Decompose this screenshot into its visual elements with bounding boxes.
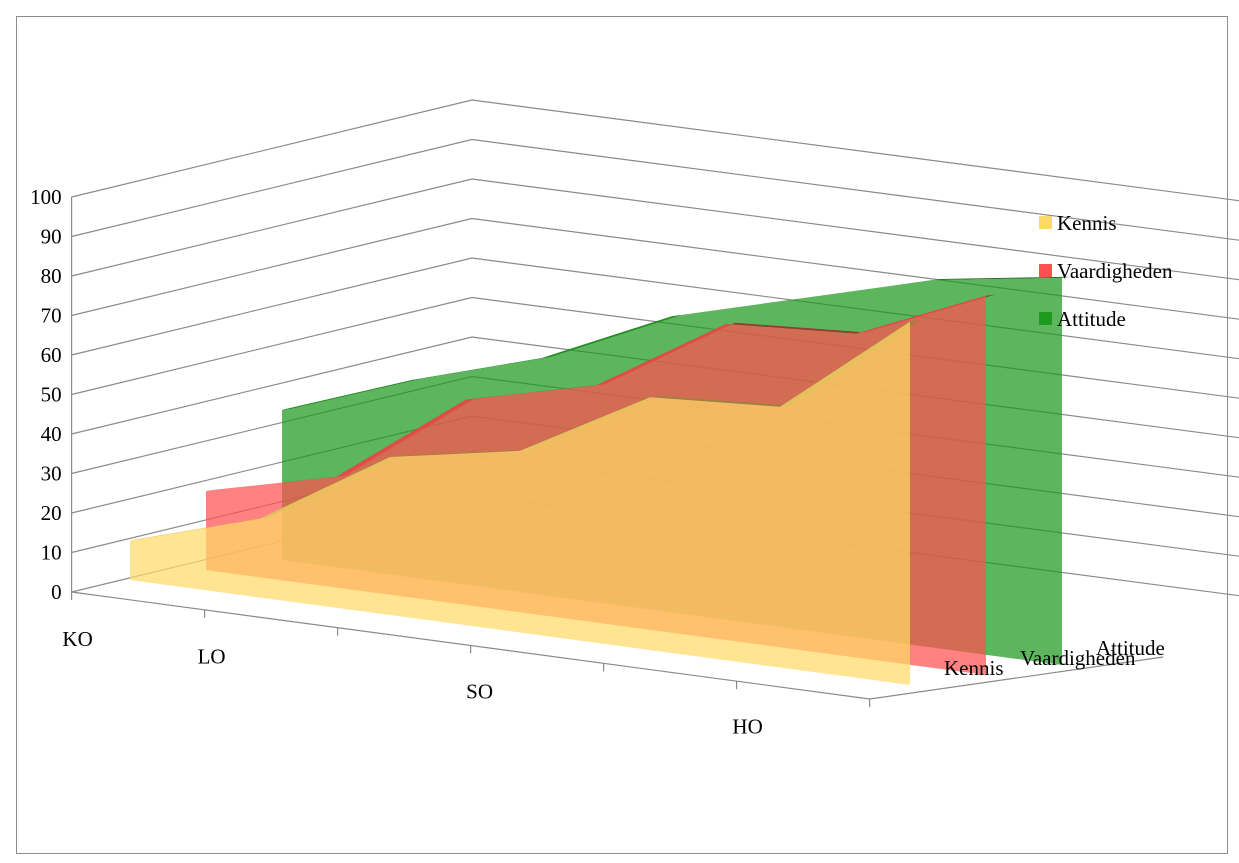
y-tick-label: 30 bbox=[41, 462, 62, 486]
gridline bbox=[71, 178, 1239, 281]
gridline bbox=[71, 99, 1239, 202]
legend-label: Vaardigheden bbox=[1057, 259, 1173, 283]
y-tick-label: 100 bbox=[30, 185, 62, 209]
depth-label: Kennis bbox=[944, 656, 1004, 680]
x-tick-label: KO bbox=[62, 627, 92, 651]
y-tick-label: 40 bbox=[41, 422, 62, 446]
legend-swatch bbox=[1039, 312, 1052, 325]
depth-axis-line bbox=[869, 656, 1164, 700]
series-area bbox=[130, 321, 910, 685]
legend-label: Attitude bbox=[1057, 307, 1126, 331]
y-tick-label: 90 bbox=[41, 225, 62, 249]
y-tick-label: 60 bbox=[41, 343, 62, 367]
y-tick-label: 10 bbox=[41, 541, 62, 565]
legend-label: Kennis bbox=[1057, 211, 1117, 235]
series-kennis bbox=[130, 320, 920, 685]
y-tick-label: 80 bbox=[41, 264, 62, 288]
y-tick-label: 0 bbox=[51, 580, 62, 604]
legend-swatch bbox=[1039, 216, 1052, 229]
x-tick-label: HO bbox=[732, 715, 762, 739]
gridline bbox=[71, 138, 1239, 241]
y-tick-label: 20 bbox=[41, 501, 62, 525]
legend: Kennis Vaardigheden Attitude bbox=[1039, 211, 1173, 331]
x-tick-labels: KO LO SO HO bbox=[62, 592, 871, 739]
legend-swatch bbox=[1039, 264, 1052, 277]
depth-label: Vaardigheden bbox=[1020, 646, 1136, 670]
depth-label: Attitude bbox=[1096, 636, 1165, 660]
y-tick-label: 70 bbox=[41, 304, 62, 328]
x-tick-label: LO bbox=[198, 645, 226, 669]
series-layer bbox=[130, 276, 1072, 685]
y-tick-label: 50 bbox=[41, 383, 62, 407]
x-tick-label: SO bbox=[466, 680, 493, 704]
y-tick-labels: 0 10 20 30 40 50 60 70 80 90 100 bbox=[30, 185, 62, 604]
